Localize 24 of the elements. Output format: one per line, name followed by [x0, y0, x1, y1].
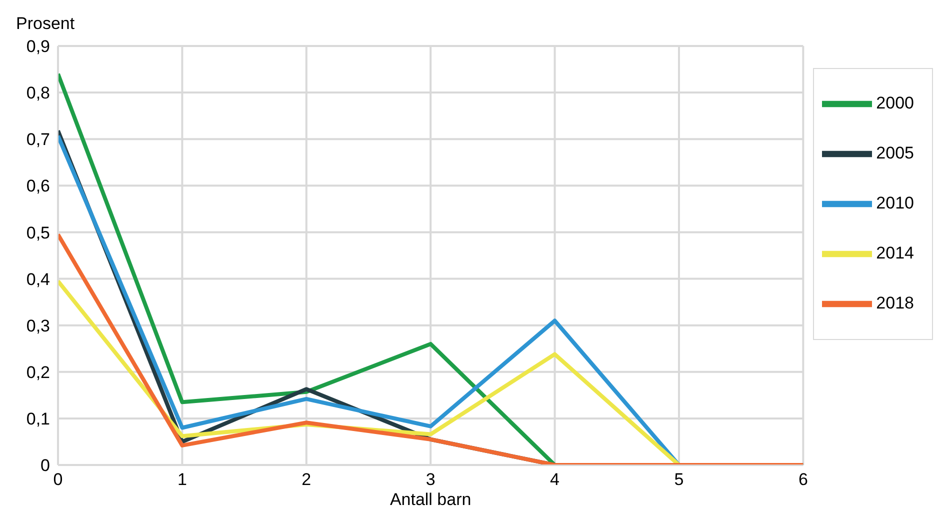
legend-label: 2000 — [876, 93, 914, 112]
x-tick-label: 3 — [426, 470, 436, 490]
y-tick-label: 0,9 — [26, 37, 50, 56]
x-tick-label: 2 — [302, 470, 312, 490]
x-tick-label: 1 — [177, 470, 187, 490]
legend-label: 2010 — [876, 193, 914, 212]
x-tick-label: 0 — [53, 470, 63, 490]
x-tick-label: 6 — [798, 470, 808, 490]
y-tick-label: 0,6 — [26, 176, 50, 196]
y-tick-label: 0,5 — [26, 223, 50, 242]
y-tick-label: 0,8 — [26, 84, 50, 103]
y-tick-label: 0,3 — [26, 316, 50, 336]
y-tick-label: 0,4 — [26, 270, 50, 289]
legend-label: 2005 — [876, 143, 914, 162]
y-axis-title: Prosent — [16, 14, 75, 34]
y-tick-label: 0,2 — [26, 362, 50, 382]
x-axis-title: Antall barn — [390, 490, 472, 509]
legend-label: 2014 — [876, 243, 914, 262]
x-tick-label: 4 — [550, 470, 560, 490]
y-tick-label: 0,7 — [26, 130, 50, 150]
y-tick-label: 0,1 — [26, 409, 50, 428]
x-tick-label: 5 — [674, 470, 684, 490]
legend-label: 2018 — [876, 293, 914, 312]
y-tick-label: 0 — [40, 456, 50, 476]
